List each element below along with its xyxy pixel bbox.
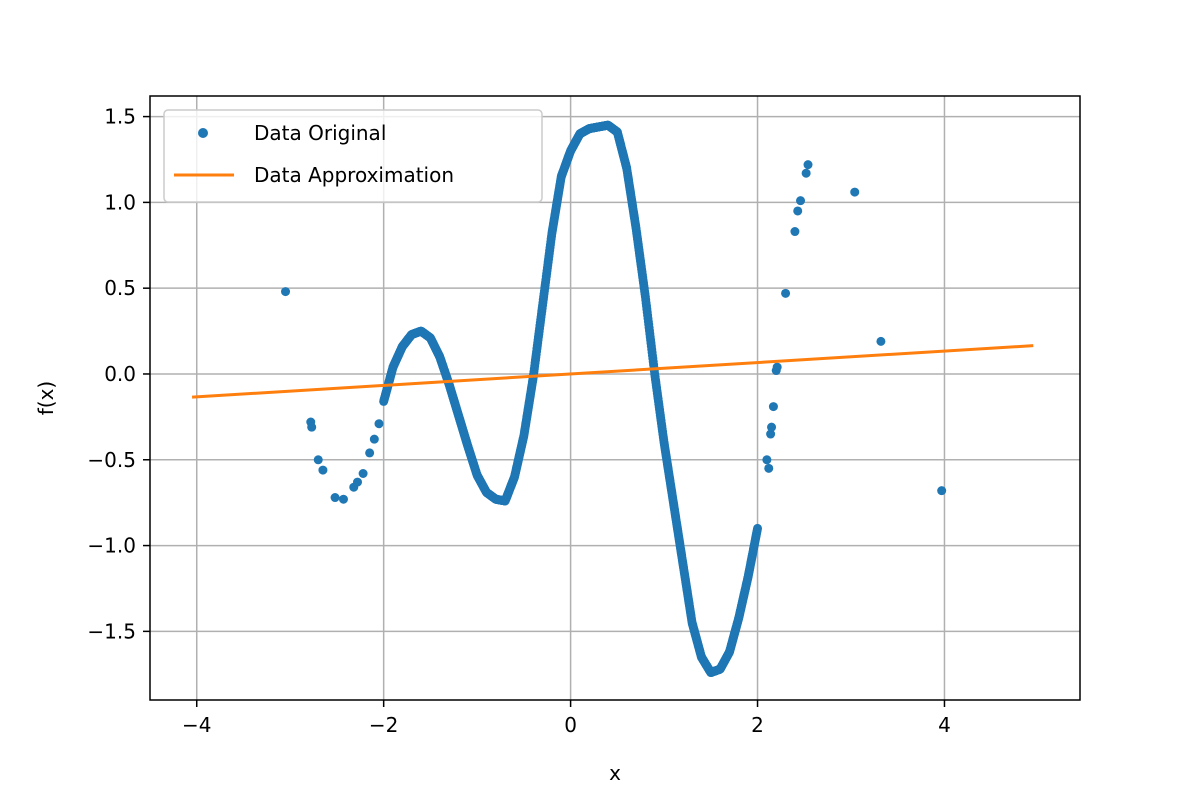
data-point <box>937 486 947 496</box>
axis-ticks: −4 −2 0 2 4 −1.5 −1.0 −0.5 0.0 0.5 1.0 1.5 <box>87 105 950 737</box>
data-point <box>307 422 317 432</box>
data-point <box>338 494 348 504</box>
x-tick-label: −2 <box>369 713 398 737</box>
data-point <box>365 448 375 458</box>
data-point <box>796 196 806 206</box>
y-tick-label: 0.0 <box>104 362 136 386</box>
x-tick-label: 0 <box>564 713 577 737</box>
x-tick-label: 2 <box>751 713 764 737</box>
x-tick-label: −4 <box>182 713 211 737</box>
data-point <box>876 336 886 346</box>
data-point <box>793 206 803 216</box>
y-tick-label: 1.5 <box>104 105 136 129</box>
data-point <box>764 463 774 473</box>
data-point <box>369 434 379 444</box>
x-tick-label: 4 <box>938 713 951 737</box>
data-point <box>766 429 776 439</box>
y-tick-label: 0.5 <box>104 276 136 300</box>
y-tick-label: 1.0 <box>104 190 136 214</box>
y-axis-label: f(x) <box>34 381 58 415</box>
data-point <box>374 419 384 429</box>
y-tick-label: −0.5 <box>87 448 136 472</box>
data-point <box>318 465 328 475</box>
data-point <box>772 362 782 372</box>
data-point <box>753 523 763 533</box>
data-point <box>768 402 778 412</box>
original-data-points <box>281 120 947 678</box>
legend-marker-original <box>198 128 208 138</box>
x-axis-label: x <box>609 761 621 785</box>
data-point <box>790 227 800 237</box>
legend: Data Original Data Approximation <box>163 109 543 203</box>
data-point <box>803 160 813 170</box>
legend-label-original: Data Original <box>254 121 386 145</box>
plot-area-frame <box>149 95 1081 701</box>
y-tick-label: −1.0 <box>87 534 136 558</box>
data-point <box>781 288 791 298</box>
data-point <box>767 422 777 432</box>
data-point <box>762 455 772 465</box>
data-point <box>801 168 811 178</box>
data-point <box>313 455 323 465</box>
data-point <box>281 287 291 297</box>
legend-box <box>163 109 543 203</box>
data-point <box>352 477 362 487</box>
y-tick-label: −1.5 <box>87 619 136 643</box>
data-point <box>850 187 860 197</box>
approximation-line <box>191 344 1034 399</box>
data-point <box>330 493 340 503</box>
data-point <box>358 469 368 478</box>
legend-label-approximation: Data Approximation <box>254 163 454 187</box>
approximation-line-group <box>191 344 1034 399</box>
